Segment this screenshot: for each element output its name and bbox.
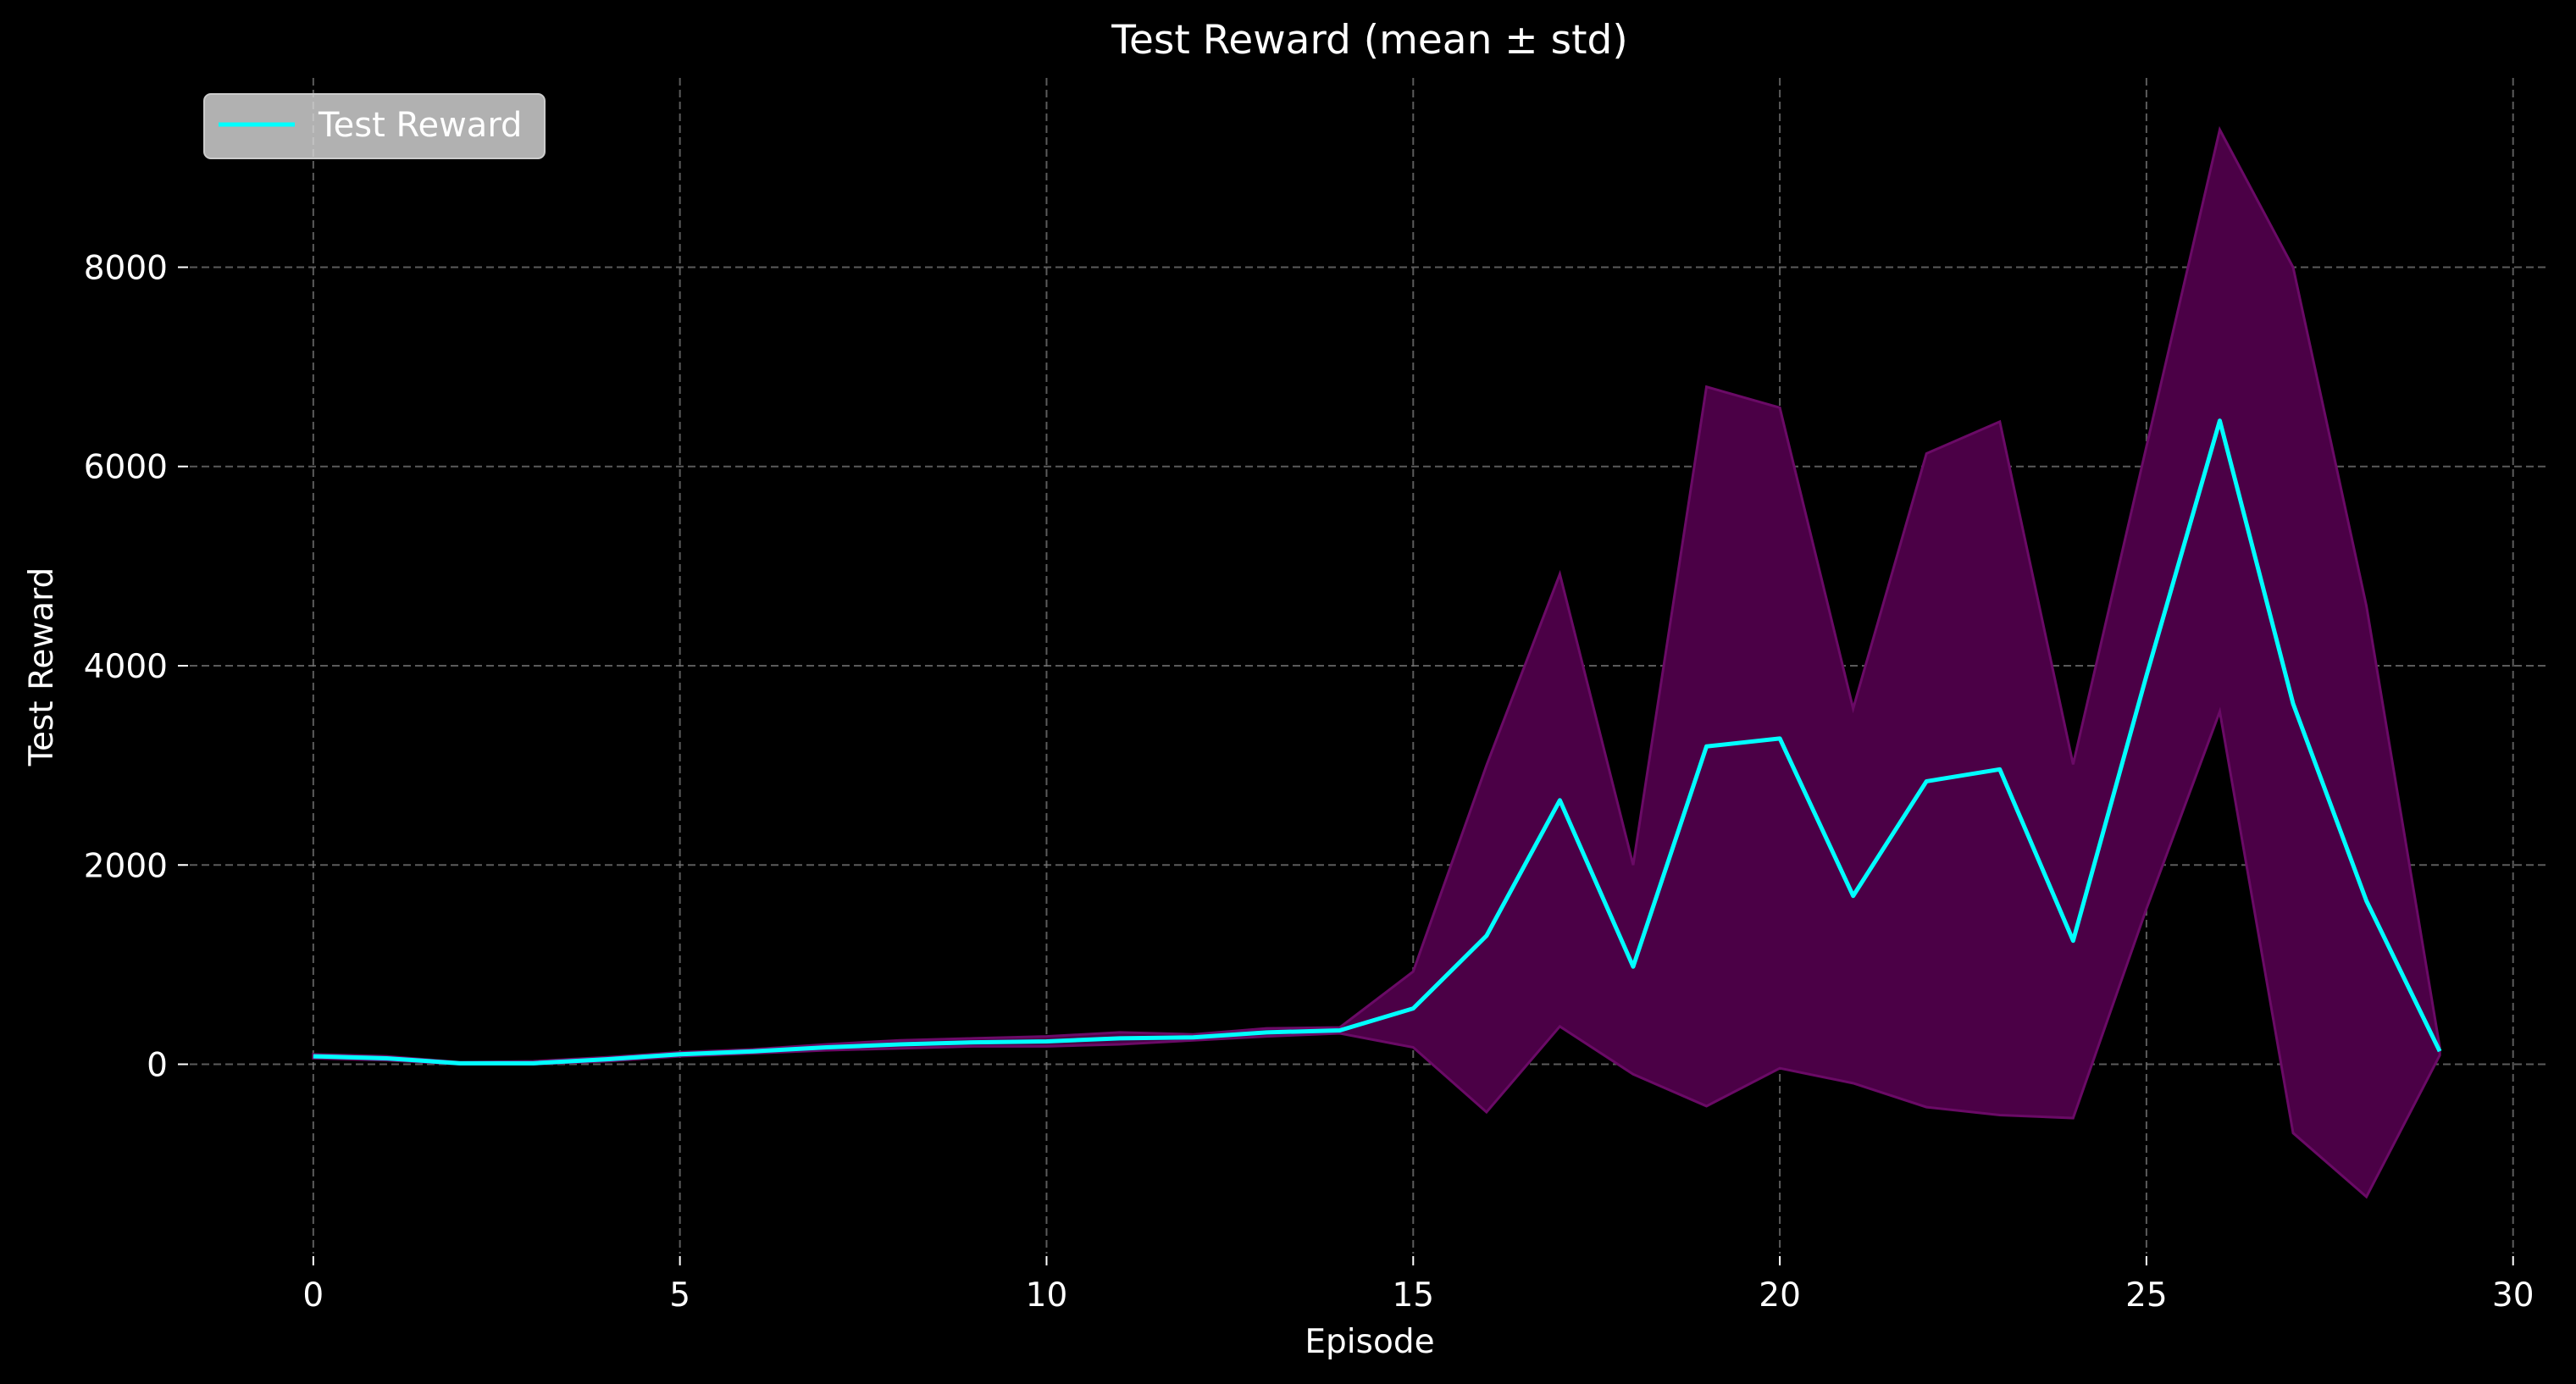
x-tick-label: 25 (2125, 1276, 2168, 1315)
std-band (312, 125, 2441, 1199)
y-tick-label: 4000 (84, 648, 168, 686)
mean-line-test-reward (313, 418, 2442, 1066)
std-band-layer (312, 125, 2441, 1199)
x-tick-label: 20 (1759, 1276, 1801, 1315)
mean-line-layer (313, 418, 2442, 1066)
y-tick-label: 0 (147, 1047, 168, 1085)
legend-box (203, 93, 546, 159)
y-tick-label: 6000 (84, 449, 168, 487)
y-tick-label: 8000 (84, 249, 168, 287)
x-tick-label: 10 (1026, 1276, 1068, 1315)
x-axis-label: Episode (1305, 1323, 1434, 1361)
x-tick-label: 15 (1392, 1276, 1434, 1315)
x-tick-label: 5 (669, 1276, 690, 1315)
x-tick-label: 30 (2492, 1276, 2534, 1315)
axis-ticks: 0 5 10 15 20 25 30 0 2000 4000 6000 8000 (84, 249, 2534, 1315)
legend: Test Reward (203, 93, 546, 159)
chart-title: Test Reward (mean ± std) (1111, 17, 1627, 64)
legend-label-test-reward: Test Reward (318, 106, 522, 145)
x-tick-label: 0 (302, 1276, 324, 1315)
y-axis-label: Test Reward (23, 567, 61, 767)
y-tick-label: 2000 (84, 847, 168, 885)
grid (178, 78, 2550, 1254)
